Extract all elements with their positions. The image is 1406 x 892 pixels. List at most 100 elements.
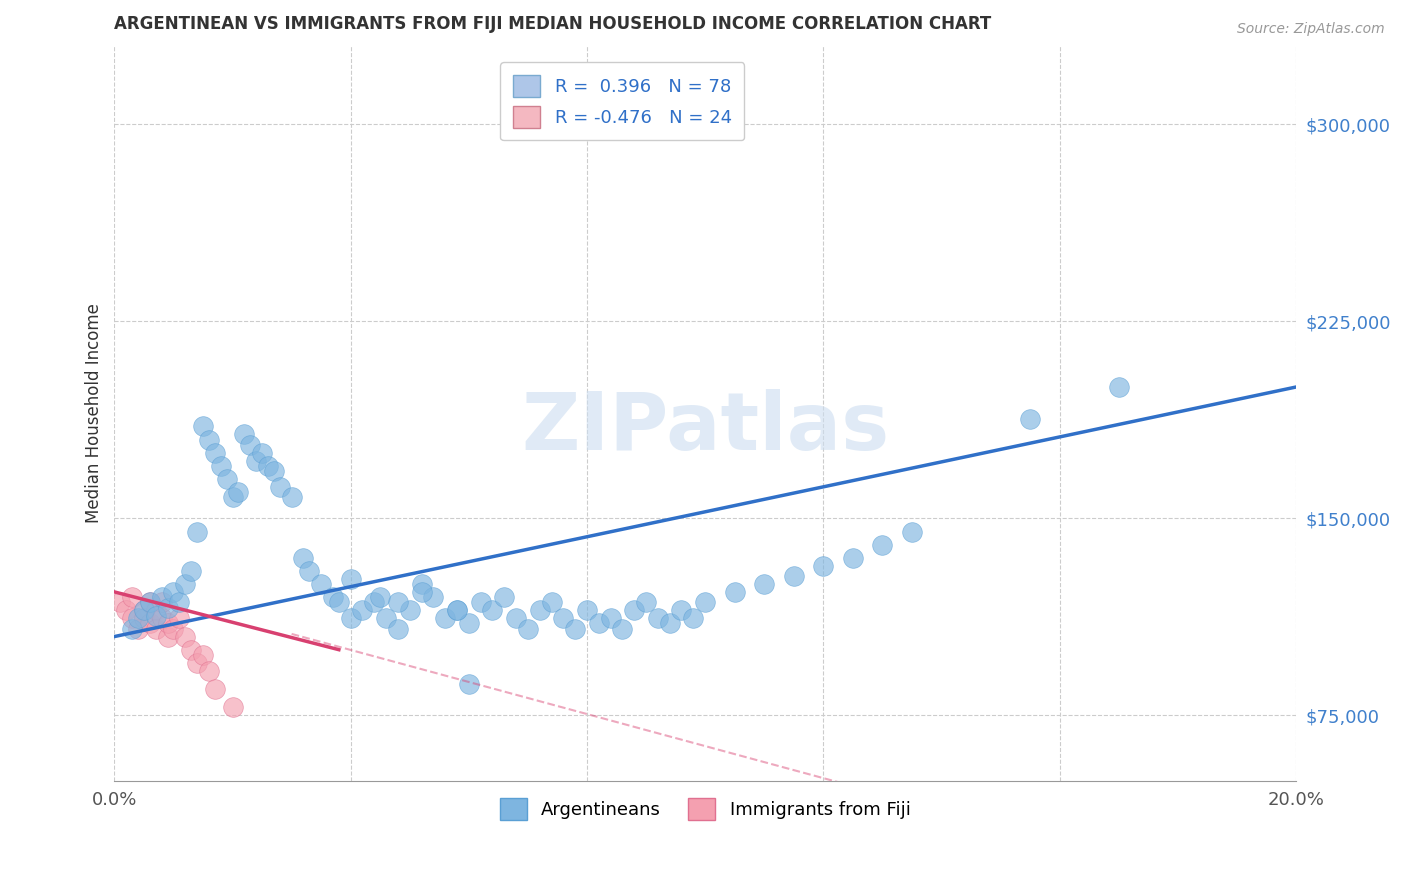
Point [169, 595, 191, 609]
Point [339, 611, 361, 625]
Point [434, 611, 457, 625]
Point [250, 446, 273, 460]
Point [121, 611, 143, 625]
Point [411, 585, 433, 599]
Point [754, 577, 776, 591]
Point [494, 590, 516, 604]
Point [505, 611, 527, 625]
Point [298, 564, 321, 578]
Point [375, 611, 398, 625]
Point [169, 611, 191, 625]
Point [191, 419, 214, 434]
Point [411, 577, 433, 591]
Point [623, 603, 645, 617]
Point [292, 550, 315, 565]
Point [121, 622, 143, 636]
Point [233, 427, 256, 442]
Point [162, 585, 184, 599]
Point [588, 616, 610, 631]
Point [215, 472, 238, 486]
Point [1019, 411, 1042, 425]
Point [180, 642, 202, 657]
Point [328, 595, 350, 609]
Point [245, 453, 267, 467]
Point [139, 595, 162, 609]
Point [398, 603, 420, 617]
Point [162, 622, 184, 636]
Point [457, 677, 479, 691]
Point [682, 611, 704, 625]
Point [221, 700, 243, 714]
Point [322, 590, 344, 604]
Point [599, 611, 621, 625]
Point [156, 630, 179, 644]
Point [145, 603, 167, 617]
Point [658, 616, 681, 631]
Point [516, 622, 538, 636]
Point [257, 458, 280, 473]
Point [387, 622, 409, 636]
Point [352, 603, 374, 617]
Point [209, 458, 232, 473]
Point [198, 433, 221, 447]
Point [422, 590, 444, 604]
Point [132, 603, 155, 617]
Point [204, 446, 226, 460]
Point [446, 603, 468, 617]
Point [481, 603, 503, 617]
Point [575, 603, 598, 617]
Point [221, 491, 243, 505]
Point [901, 524, 924, 539]
Point [263, 464, 285, 478]
Point [368, 590, 391, 604]
Point [156, 600, 179, 615]
Point [186, 524, 208, 539]
Point [139, 616, 162, 631]
Point [121, 590, 143, 604]
Text: ZIPatlas: ZIPatlas [522, 389, 889, 467]
Point [634, 595, 657, 609]
Point [139, 595, 162, 609]
Text: ARGENTINEAN VS IMMIGRANTS FROM FIJI MEDIAN HOUSEHOLD INCOME CORRELATION CHART: ARGENTINEAN VS IMMIGRANTS FROM FIJI MEDI… [114, 15, 991, 33]
Point [191, 648, 214, 662]
Point [339, 572, 361, 586]
Point [470, 595, 492, 609]
Point [612, 622, 634, 636]
Y-axis label: Median Household Income: Median Household Income [86, 303, 103, 524]
Point [186, 656, 208, 670]
Point [228, 485, 250, 500]
Point [150, 611, 173, 625]
Point [872, 538, 894, 552]
Point [280, 491, 302, 505]
Point [269, 480, 291, 494]
Point [198, 664, 221, 678]
Point [693, 595, 716, 609]
Point [132, 611, 155, 625]
Point [239, 438, 262, 452]
Point [813, 558, 835, 573]
Point [564, 622, 586, 636]
Point [145, 622, 167, 636]
Point [387, 595, 409, 609]
Point [150, 590, 173, 604]
Point [671, 603, 693, 617]
Point [156, 616, 179, 631]
Text: Source: ZipAtlas.com: Source: ZipAtlas.com [1237, 22, 1385, 37]
Point [145, 608, 167, 623]
Point [457, 616, 479, 631]
Point [446, 603, 468, 617]
Point [110, 595, 132, 609]
Legend: Argentineans, Immigrants from Fiji: Argentineans, Immigrants from Fiji [492, 790, 918, 827]
Point [783, 569, 806, 583]
Point [553, 611, 575, 625]
Point [723, 585, 745, 599]
Point [150, 595, 173, 609]
Point [540, 595, 562, 609]
Point [115, 603, 138, 617]
Point [842, 550, 865, 565]
Point [1108, 380, 1130, 394]
Point [204, 682, 226, 697]
Point [174, 630, 197, 644]
Point [529, 603, 551, 617]
Point [127, 622, 149, 636]
